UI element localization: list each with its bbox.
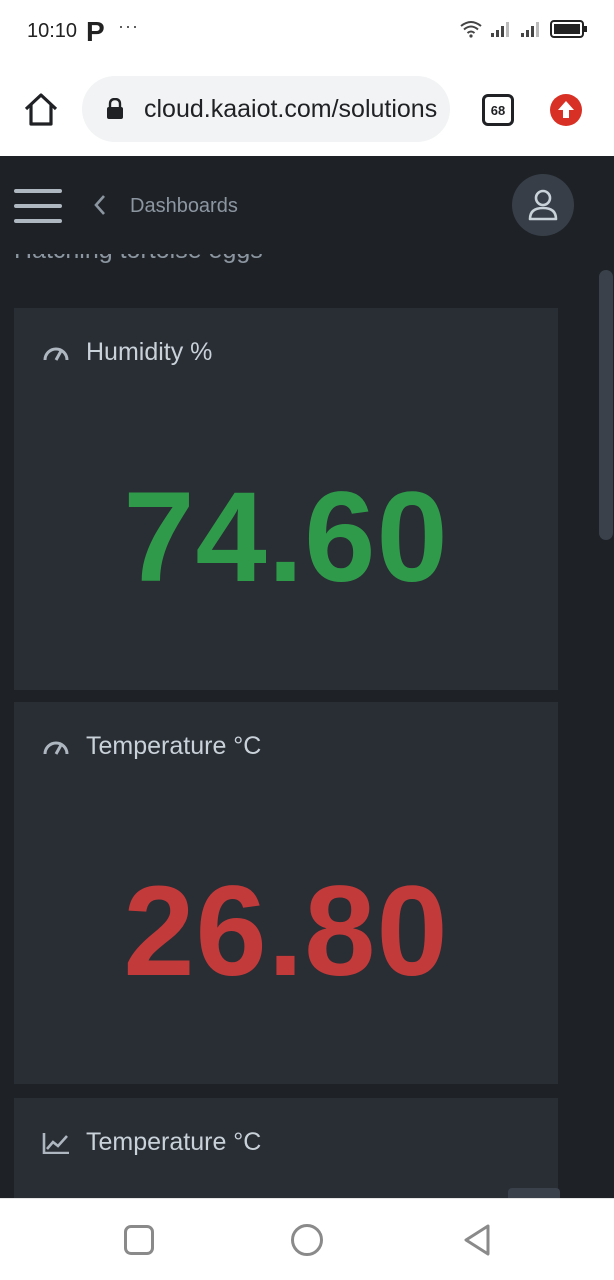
breadcrumb[interactable]: Dashboards bbox=[130, 195, 238, 217]
widget-title: Temperature °C bbox=[86, 732, 262, 760]
signal-icon bbox=[521, 22, 539, 37]
temperature-value: 26.80 bbox=[123, 860, 449, 1003]
temperature-widget: Temperature °C 26.80 bbox=[14, 702, 558, 1084]
recent-apps-icon[interactable] bbox=[124, 1225, 154, 1255]
battery-icon bbox=[550, 20, 587, 38]
signal-icon bbox=[491, 22, 509, 37]
widget-title: Temperature °C bbox=[86, 1128, 262, 1156]
app-notification-icon: P bbox=[86, 16, 105, 47]
wifi-icon bbox=[460, 21, 482, 38]
hamburger-menu-icon[interactable] bbox=[14, 189, 62, 223]
gauge-icon bbox=[43, 347, 69, 361]
back-nav-icon[interactable] bbox=[462, 1223, 492, 1257]
system-nav-bar bbox=[0, 1198, 614, 1280]
line-chart-icon bbox=[42, 1132, 69, 1154]
more-notifications-icon: ··· bbox=[118, 16, 139, 36]
temperature-chart-widget: Temperature °C bbox=[14, 1098, 558, 1198]
widget-header: Temperature °C bbox=[42, 1128, 261, 1157]
scrollbar[interactable] bbox=[599, 270, 613, 540]
tab-switcher-button[interactable]: 68 bbox=[482, 94, 514, 126]
home-icon[interactable] bbox=[22, 90, 60, 128]
widget-title: Humidity % bbox=[86, 338, 213, 366]
user-icon bbox=[528, 189, 558, 221]
gauge-icon bbox=[43, 741, 69, 755]
humidity-widget: Humidity % 74.60 bbox=[14, 308, 558, 690]
humidity-value: 74.60 bbox=[123, 466, 449, 609]
user-avatar-button[interactable] bbox=[512, 174, 574, 236]
scroll-top-button[interactable] bbox=[508, 1188, 560, 1198]
app-content: Dashboards Hatching tortoise eggs Humidi… bbox=[0, 156, 614, 1198]
status-bar: 10:10 P ··· bbox=[0, 0, 614, 64]
address-bar[interactable]: cloud.kaaiot.com/solutions bbox=[82, 76, 450, 142]
url-text: cloud.kaaiot.com/solutions bbox=[144, 95, 438, 123]
chevron-left-icon[interactable] bbox=[92, 194, 108, 216]
home-nav-icon[interactable] bbox=[291, 1224, 323, 1256]
app-header: Dashboards bbox=[0, 156, 614, 254]
update-icon[interactable] bbox=[550, 94, 582, 126]
lock-icon bbox=[107, 98, 123, 119]
widget-header: Humidity % bbox=[42, 338, 212, 367]
status-indicators bbox=[460, 20, 588, 38]
widget-header: Temperature °C bbox=[42, 732, 261, 761]
browser-toolbar: cloud.kaaiot.com/solutions 68 bbox=[0, 64, 614, 156]
status-time: 10:10 bbox=[27, 20, 78, 42]
